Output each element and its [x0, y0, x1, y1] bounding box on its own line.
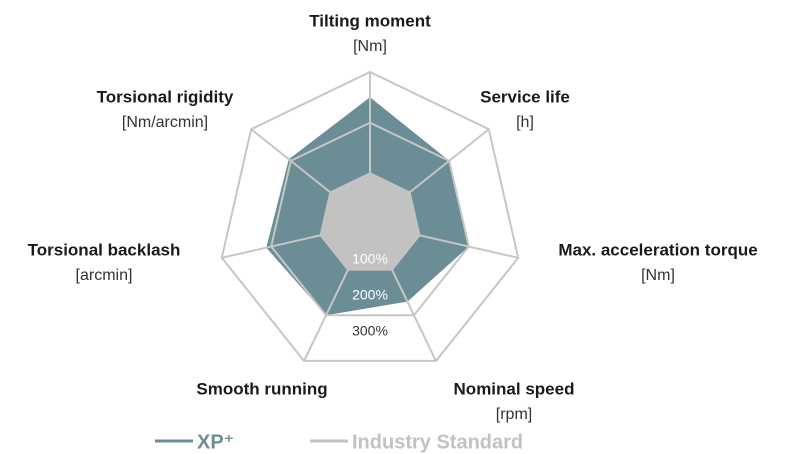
series-area	[320, 173, 420, 270]
axis-label: Torsional rigidity	[97, 87, 234, 106]
axis-label: Service life	[480, 87, 570, 106]
axis-unit: [Nm]	[641, 267, 675, 284]
axis-label: Max. acceleration torque	[558, 240, 757, 259]
axis-unit: [rpm]	[496, 406, 532, 423]
legend-label: Industry Standard	[352, 431, 523, 453]
grid-ring	[220, 70, 520, 362]
axis-label: Torsional backlash	[28, 240, 181, 259]
grid-ring	[270, 121, 470, 317]
axis-label: Tilting moment	[309, 11, 431, 30]
axis-unit: [arcmin]	[76, 267, 133, 284]
axis-unit: [Nm]	[353, 38, 387, 55]
r-tick-label: 100%	[352, 251, 388, 267]
axis-label: Smooth running	[196, 379, 327, 398]
axis-unit: [h]	[516, 114, 534, 131]
r-tick-label: 300%	[352, 323, 388, 339]
axis-unit: [Nm/arcmin]	[122, 114, 208, 131]
legend-label: XP⁺	[197, 431, 234, 453]
r-tick-label: 200%	[352, 287, 388, 303]
axis-label: Nominal speed	[454, 379, 575, 398]
